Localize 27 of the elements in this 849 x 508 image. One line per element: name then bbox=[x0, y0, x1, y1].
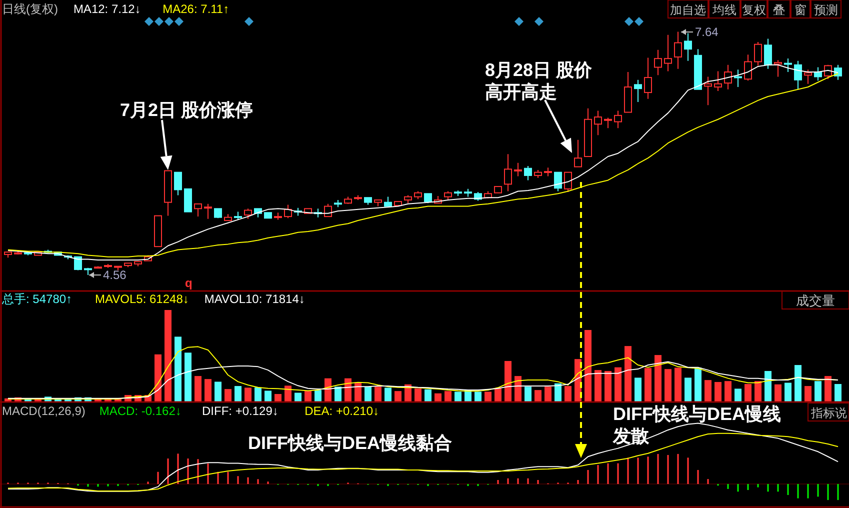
text: 加自选 bbox=[670, 3, 706, 17]
annotation: 7.64 bbox=[695, 25, 719, 39]
text: MACD: -0.162↓ bbox=[99, 404, 182, 418]
text: DIFF: +0.129↓ bbox=[202, 404, 278, 418]
text: 窗 bbox=[794, 3, 806, 17]
text: DEA: +0.210↓ bbox=[304, 404, 380, 418]
text: 预测 bbox=[814, 3, 838, 17]
annotation: 发散 bbox=[612, 426, 650, 446]
text: MA26: 7.11↑ bbox=[162, 2, 230, 16]
text: q bbox=[185, 276, 192, 290]
annotation: 7月2日 股价涨停 bbox=[120, 100, 254, 120]
text: MAVOL10: 71814↓ bbox=[204, 292, 305, 306]
text: 成交量 bbox=[796, 293, 835, 308]
annotation: DIFF快线与DEA慢线 bbox=[613, 404, 781, 424]
chart-title: 日线(复权) bbox=[2, 2, 58, 16]
text: 总手: 54780↑ bbox=[1, 292, 72, 306]
text: 均线 bbox=[712, 3, 736, 17]
annotation: 4.56 bbox=[103, 268, 127, 282]
text: MA12: 7.12↓ bbox=[73, 2, 141, 16]
chart-title: MACD(12,26,9) bbox=[2, 404, 86, 418]
text: 复权 bbox=[742, 3, 766, 17]
text: MAVOL5: 61248↓ bbox=[95, 292, 189, 306]
annotation: 高开高走 bbox=[485, 82, 557, 102]
text: 指标说 bbox=[810, 406, 847, 420]
annotation: 8月28日 股价 bbox=[485, 60, 594, 80]
annotation: DIFF快线与DEA慢线黏合 bbox=[248, 433, 452, 453]
text: 叠 bbox=[773, 3, 785, 17]
